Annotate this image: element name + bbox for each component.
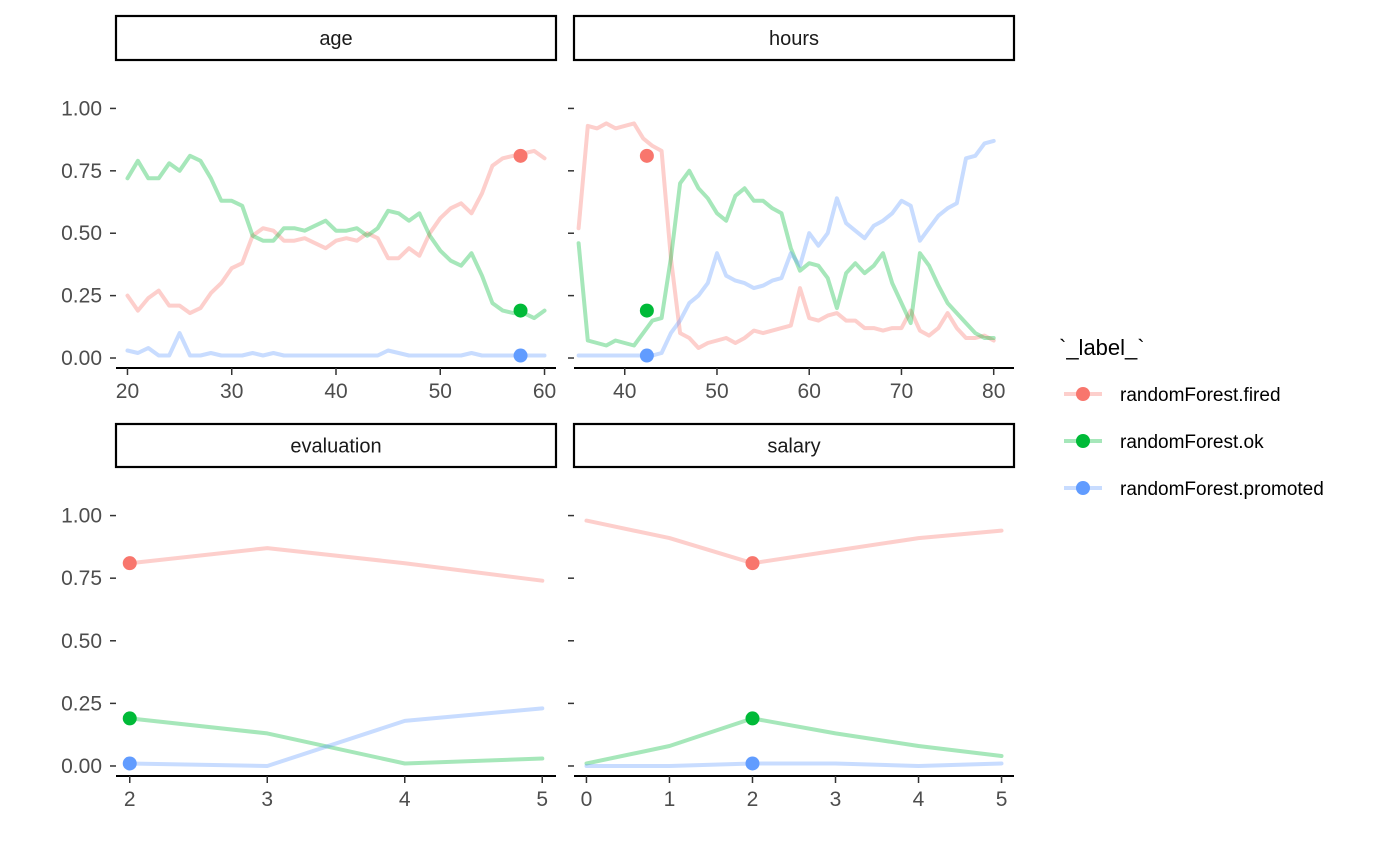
y-tick-label: 0.00 — [61, 755, 102, 778]
legend-item-randomforest-fired: randomForest.fired — [1064, 385, 1281, 406]
observation-point-randomforest-promoted — [745, 756, 760, 771]
series-line-randomforest-promoted — [584, 761, 1004, 768]
series-line-randomforest-promoted — [125, 331, 547, 358]
legend-key-point — [1076, 387, 1090, 401]
legend: `_label_` randomForest.fired randomForest.… — [1059, 335, 1324, 500]
series-line-randomforest-promoted — [576, 138, 996, 358]
panel-age: age 1.00 0.75 0.50 0.25 0.00 20 30 40 50 60 — [61, 14, 558, 403]
observation-point-randomforest-fired — [513, 148, 528, 163]
series-line-randomforest-fired — [584, 518, 1004, 566]
x-tick-label: 70 — [890, 380, 913, 403]
x-tick-label: 60 — [533, 380, 556, 403]
series-line-randomforest-promoted — [127, 706, 545, 768]
x-tick-label: 40 — [613, 380, 636, 403]
legend-label: randomForest.fired — [1120, 385, 1281, 406]
y-tick-label: 0.50 — [61, 222, 102, 245]
strip-box — [114, 14, 558, 62]
legend-label: randomForest.promoted — [1120, 479, 1324, 500]
x-tick-label: 3 — [830, 788, 842, 811]
x-tick-label: 5 — [536, 788, 548, 811]
y-tick-label: 0.75 — [61, 567, 102, 590]
panel-evaluation: evaluation 1.00 0.75 0.50 0.25 0.00 2 3 4 5 — [61, 422, 558, 811]
x-tick-label: 20 — [116, 380, 139, 403]
x-tick-label: 80 — [982, 380, 1005, 403]
panel-hours: hours 40 50 60 70 80 — [568, 14, 1016, 403]
y-tick-label: 0.75 — [61, 160, 102, 183]
legend-item-randomforest-ok: randomForest.ok — [1064, 432, 1264, 453]
x-tick-label: 50 — [429, 380, 452, 403]
panel-salary: salary 0 1 2 3 4 5 — [568, 422, 1016, 811]
x-tick-label: 0 — [581, 788, 593, 811]
y-tick-label: 0.50 — [61, 630, 102, 653]
series-line-randomforest-fired — [127, 546, 545, 583]
x-tick-label: 1 — [664, 788, 676, 811]
legend-label: randomForest.ok — [1120, 432, 1264, 453]
series-line-randomforest-fired — [576, 121, 996, 350]
observation-point-randomforest-ok — [513, 303, 528, 318]
observation-point-randomforest-promoted — [122, 756, 137, 771]
observation-point-randomforest-promoted — [639, 348, 654, 363]
x-tick-label: 50 — [705, 380, 728, 403]
strip-box — [572, 14, 1016, 62]
series-line-randomforest-ok — [576, 168, 996, 348]
observation-point-randomforest-fired — [122, 556, 137, 571]
observation-point-randomforest-ok — [122, 711, 137, 726]
observation-point-randomforest-ok — [745, 711, 760, 726]
legend-item-randomforest-promoted: randomForest.promoted — [1064, 479, 1324, 500]
x-tick-label: 40 — [324, 380, 347, 403]
y-tick-label: 1.00 — [61, 97, 102, 120]
strip-box — [114, 422, 558, 469]
observation-point-randomforest-promoted — [513, 348, 528, 363]
x-tick-label: 60 — [798, 380, 821, 403]
series-line-randomforest-ok — [127, 716, 545, 766]
x-tick-label: 3 — [261, 788, 273, 811]
x-tick-label: 30 — [220, 380, 243, 403]
strip-label: age — [319, 28, 352, 50]
x-tick-label: 5 — [996, 788, 1008, 811]
series-line-randomforest-fired — [125, 148, 547, 316]
y-tick-label: 1.00 — [61, 505, 102, 528]
x-tick-label: 2 — [747, 788, 759, 811]
series-line-randomforest-ok — [125, 153, 547, 321]
observation-point-randomforest-fired — [639, 148, 654, 163]
series-line-randomforest-ok — [584, 716, 1004, 766]
x-tick-label: 2 — [124, 788, 136, 811]
observation-point-randomforest-fired — [745, 556, 760, 571]
legend-title: `_label_` — [1059, 335, 1145, 360]
legend-key-point — [1076, 434, 1090, 448]
y-tick-label: 0.00 — [61, 347, 102, 370]
y-tick-label: 0.25 — [61, 285, 102, 308]
x-tick-label: 4 — [913, 788, 925, 811]
strip-label: salary — [767, 436, 820, 458]
y-tick-label: 0.25 — [61, 692, 102, 715]
observation-point-randomforest-ok — [639, 303, 654, 318]
legend-key-point — [1076, 481, 1090, 495]
strip-label: evaluation — [290, 436, 381, 458]
x-tick-label: 4 — [399, 788, 411, 811]
strip-label: hours — [769, 28, 819, 50]
strip-box — [572, 422, 1016, 469]
